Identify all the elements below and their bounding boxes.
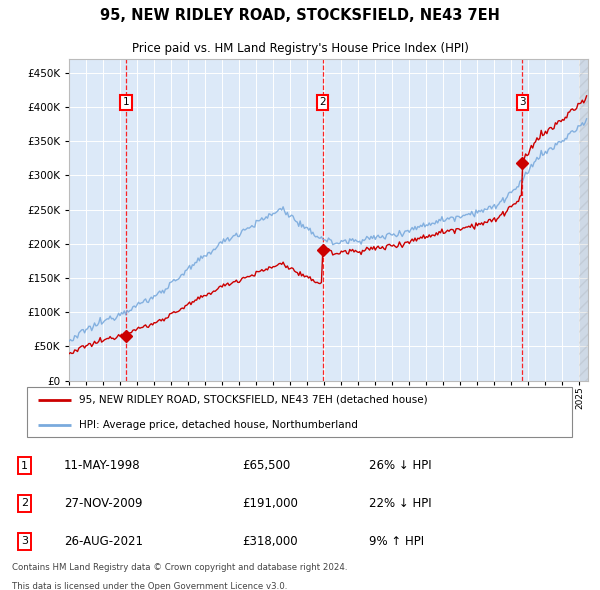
Text: 27-NOV-2009: 27-NOV-2009 <box>64 497 142 510</box>
Text: 22% ↓ HPI: 22% ↓ HPI <box>369 497 432 510</box>
Text: 26% ↓ HPI: 26% ↓ HPI <box>369 459 432 472</box>
Text: 26-AUG-2021: 26-AUG-2021 <box>64 535 143 548</box>
Text: Price paid vs. HM Land Registry's House Price Index (HPI): Price paid vs. HM Land Registry's House … <box>131 42 469 55</box>
Text: Contains HM Land Registry data © Crown copyright and database right 2024.: Contains HM Land Registry data © Crown c… <box>12 563 347 572</box>
Text: 1: 1 <box>123 97 130 107</box>
Text: This data is licensed under the Open Government Licence v3.0.: This data is licensed under the Open Gov… <box>12 582 287 590</box>
Text: 95, NEW RIDLEY ROAD, STOCKSFIELD, NE43 7EH (detached house): 95, NEW RIDLEY ROAD, STOCKSFIELD, NE43 7… <box>79 395 428 405</box>
Text: £318,000: £318,000 <box>242 535 298 548</box>
Text: 9% ↑ HPI: 9% ↑ HPI <box>369 535 424 548</box>
Text: 2: 2 <box>21 499 28 509</box>
Bar <box>580 59 588 381</box>
Text: 2: 2 <box>319 97 326 107</box>
Text: HPI: Average price, detached house, Northumberland: HPI: Average price, detached house, Nort… <box>79 420 358 430</box>
Text: 11-MAY-1998: 11-MAY-1998 <box>64 459 140 472</box>
Text: 95, NEW RIDLEY ROAD, STOCKSFIELD, NE43 7EH: 95, NEW RIDLEY ROAD, STOCKSFIELD, NE43 7… <box>100 8 500 24</box>
Text: 3: 3 <box>21 536 28 546</box>
Text: 3: 3 <box>519 97 526 107</box>
FancyBboxPatch shape <box>27 388 572 437</box>
Text: 1: 1 <box>21 461 28 470</box>
Text: £65,500: £65,500 <box>242 459 290 472</box>
Text: £191,000: £191,000 <box>242 497 298 510</box>
